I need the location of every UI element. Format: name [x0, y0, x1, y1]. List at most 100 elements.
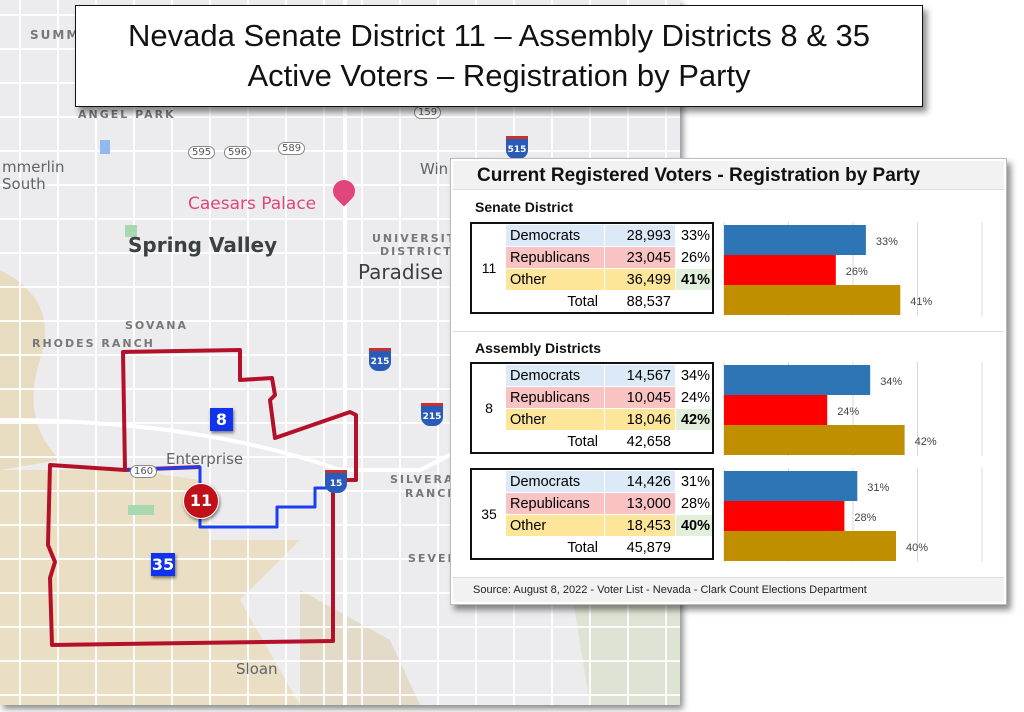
map-label: SILVERA	[390, 473, 455, 486]
party-label: Republicans	[506, 493, 604, 514]
panel-heading: Current Registered Voters - Registration…	[453, 161, 1004, 190]
total-count: 45,879	[626, 540, 671, 556]
percent: 33%	[680, 228, 710, 244]
bar-republicans-35	[724, 501, 845, 531]
senate-district-11-boundary	[46, 348, 358, 647]
table-row-democrats: Democrats 14,426 31%	[506, 471, 711, 493]
total-count: 88,537	[626, 294, 671, 310]
party-label: Republicans	[506, 247, 604, 268]
source-note: Source: August 8, 2022 - Voter List - Ne…	[453, 577, 1004, 602]
percent: 31%	[680, 474, 710, 490]
bar-data-label: 41%	[910, 296, 932, 308]
percent: 26%	[680, 250, 710, 266]
bar-democrats-11	[724, 225, 866, 255]
map-label: SOVANA	[125, 319, 188, 332]
table-row-democrats: Democrats 28,993 33%	[506, 225, 711, 247]
voter-count: 36,499	[605, 269, 675, 290]
map-label: SUMM	[30, 28, 81, 42]
map-label: Win	[420, 160, 449, 178]
map-label: Enterprise	[166, 450, 244, 468]
map-label: RHODES RANCH	[32, 337, 155, 350]
bar-other-8	[724, 425, 905, 455]
party-label: Democrats	[506, 225, 604, 246]
party-label: Other	[506, 409, 604, 430]
bar-republicans-11	[724, 255, 836, 285]
voter-count: 18,453	[605, 515, 675, 536]
table-row-republicans: Republicans 10,045 24%	[506, 387, 711, 409]
route-shield: 589	[278, 142, 306, 155]
route-shield: 160	[130, 465, 158, 478]
district-number: 8	[485, 400, 493, 416]
party-label: Other	[506, 269, 604, 290]
route-shield: 159	[414, 106, 442, 119]
bar-data-label: 26%	[846, 266, 868, 278]
bar-democrats-8	[724, 365, 871, 395]
table-row-other: Other 18,453 40%	[506, 515, 712, 537]
bar-data-label: 42%	[915, 436, 937, 448]
percent: 40%	[676, 515, 712, 536]
party-label: Other	[506, 515, 604, 536]
table-row-republicans: Republicans 13,000 28%	[506, 493, 711, 515]
total-count: 42,658	[626, 434, 671, 450]
bar-data-label: 40%	[906, 542, 928, 554]
bar-republicans-8	[724, 395, 828, 425]
table-row-other: Other 18,046 42%	[506, 409, 712, 431]
map-label: RANCH	[405, 487, 459, 500]
bar-data-label: 31%	[867, 482, 889, 494]
percent: 41%	[676, 269, 712, 290]
map-label: Spring Valley	[128, 233, 278, 257]
voter-count: 10,045	[605, 387, 675, 408]
map-label-poi[interactable]: Caesars Palace	[188, 194, 317, 214]
voter-count: 18,046	[605, 409, 675, 430]
voter-count: 13,000	[605, 493, 675, 514]
percent: 28%	[680, 496, 710, 512]
district-number: 35	[481, 506, 497, 522]
party-label: Democrats	[506, 471, 604, 492]
interstate-shield: 15	[325, 470, 347, 493]
map-label: SEVEN	[408, 552, 459, 565]
bar-other-11	[724, 285, 901, 315]
table-row-total: Total 42,658	[506, 431, 711, 453]
title-line-1: Nevada Senate District 11 – Assembly Dis…	[127, 18, 871, 53]
voter-count: 28,993	[605, 225, 675, 246]
map-label: ANGEL PARK	[78, 108, 176, 121]
bar-democrats-35	[724, 471, 858, 501]
table-row-total: Total 45,879	[506, 537, 711, 559]
assembly-section-heading: Assembly Districts	[475, 340, 602, 356]
section-divider	[453, 331, 1004, 332]
party-label: Democrats	[506, 365, 604, 386]
bar-data-label: 34%	[880, 376, 902, 388]
route-shield: 596	[224, 146, 252, 159]
assembly-district-boundary	[126, 465, 333, 529]
percent: 42%	[676, 409, 712, 430]
percent: 24%	[680, 390, 710, 406]
bar-data-label: 28%	[854, 512, 876, 524]
table-row-other: Other 36,499 41%	[506, 269, 712, 291]
voter-count: 14,567	[605, 365, 675, 386]
district-number: 11	[481, 260, 497, 276]
district-table-11: 11 Democrats 28,993 33% Republicans 23,045 26%…	[470, 222, 714, 314]
voter-count: 23,045	[605, 247, 675, 268]
bar-chart: 33% 26% 41% 34% 24% 42% 31% 28% 40%	[723, 222, 983, 562]
map-label: UNIVERSITY	[372, 232, 467, 245]
interstate-shield: 515	[506, 136, 528, 159]
map-label: Sloan	[236, 660, 278, 678]
registration-panel: Current Registered Voters - Registration…	[450, 158, 1007, 605]
total-label: Total	[567, 294, 598, 310]
table-row-republicans: Republicans 23,045 26%	[506, 247, 711, 269]
district-table-35: 35 Democrats 14,426 31% Republicans 13,000 28%…	[470, 468, 714, 560]
bar-data-label: 24%	[837, 406, 859, 418]
voter-count: 14,426	[605, 471, 675, 492]
table-row-democrats: Democrats 14,567 34%	[506, 365, 711, 387]
title-box: Nevada Senate District 11 – Assembly Dis…	[75, 5, 923, 107]
map-label: mmerlin	[2, 158, 65, 176]
assembly-district-35-badge[interactable]: 35	[151, 553, 175, 576]
map-label: DISTRICT	[380, 245, 453, 258]
table-row-total: Total 88,537	[506, 291, 711, 313]
total-label: Total	[567, 434, 598, 450]
percent: 34%	[680, 368, 710, 384]
district-table-8: 8 Democrats 14,567 34% Republicans 10,045 24% O…	[470, 362, 714, 454]
senate-section-heading: Senate District	[475, 199, 574, 215]
assembly-district-8-badge[interactable]: 8	[210, 408, 233, 431]
senate-district-11-badge[interactable]: 11	[183, 483, 219, 519]
